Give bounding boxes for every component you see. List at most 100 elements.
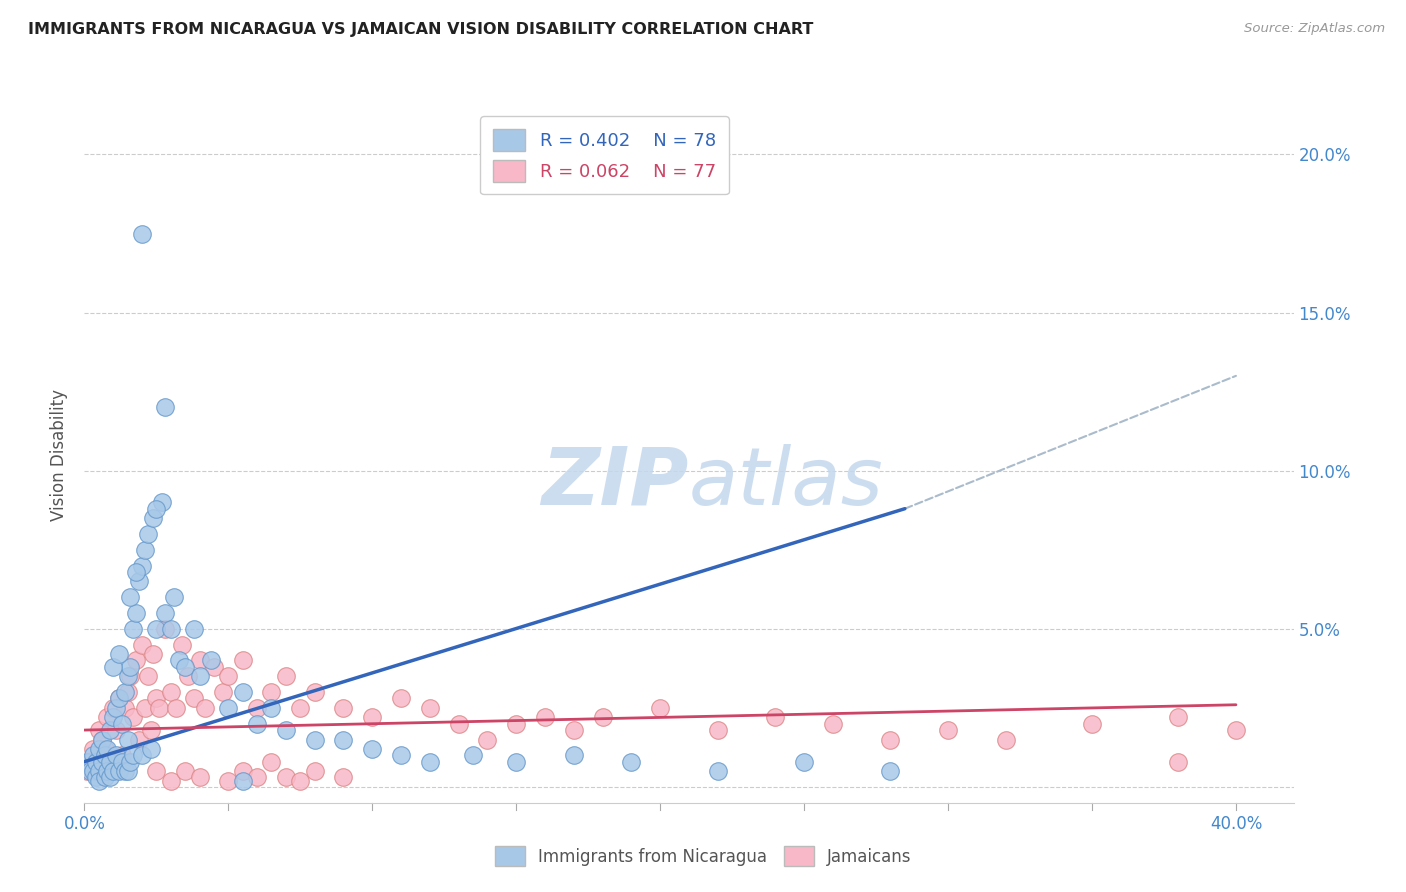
Point: [93, 771, 115, 785]
Point: [84, 764, 107, 779]
Point: [122, 748, 145, 763]
Point: [111, 748, 134, 763]
Point: [188, 771, 211, 785]
Point: [419, 755, 441, 769]
Point: [98, 755, 121, 769]
Point: [128, 732, 150, 747]
Legend: Immigrants from Nicaragua, Jamaicans: Immigrants from Nicaragua, Jamaicans: [486, 838, 920, 875]
Point: [290, 773, 312, 788]
Point: [936, 723, 959, 737]
Point: [145, 764, 167, 779]
Point: [169, 653, 191, 667]
Point: [217, 701, 239, 715]
Point: [821, 716, 844, 731]
Point: [332, 701, 354, 715]
Point: [232, 685, 254, 699]
Point: [217, 669, 239, 683]
Text: IMMIGRANTS FROM NICARAGUA VS JAMAICAN VISION DISABILITY CORRELATION CHART: IMMIGRANTS FROM NICARAGUA VS JAMAICAN VI…: [28, 22, 814, 37]
Point: [98, 723, 121, 737]
Point: [105, 748, 128, 763]
Point: [79, 755, 101, 769]
Point: [332, 771, 354, 785]
Point: [879, 732, 901, 747]
Point: [136, 527, 159, 541]
Point: [125, 653, 148, 667]
Point: [562, 723, 585, 737]
Point: [111, 755, 134, 769]
Point: [139, 723, 162, 737]
Point: [114, 685, 136, 699]
Point: [96, 710, 118, 724]
Point: [706, 764, 728, 779]
Point: [274, 669, 297, 683]
Point: [232, 653, 254, 667]
Point: [172, 638, 194, 652]
Point: [90, 755, 112, 769]
Point: [108, 647, 131, 661]
Point: [98, 755, 121, 769]
Point: [101, 710, 124, 724]
Point: [136, 669, 159, 683]
Point: [1225, 723, 1247, 737]
Point: [128, 574, 150, 589]
Point: [159, 622, 181, 636]
Point: [148, 701, 170, 715]
Point: [159, 685, 181, 699]
Point: [108, 764, 131, 779]
Point: [150, 495, 173, 509]
Point: [93, 748, 115, 763]
Point: [188, 669, 211, 683]
Point: [101, 660, 124, 674]
Point: [304, 685, 326, 699]
Point: [120, 591, 142, 605]
Point: [145, 622, 167, 636]
Point: [105, 701, 128, 715]
Point: [183, 622, 205, 636]
Point: [131, 227, 153, 241]
Point: [174, 764, 197, 779]
Point: [461, 748, 484, 763]
Point: [534, 710, 557, 724]
Point: [153, 606, 176, 620]
Point: [332, 732, 354, 747]
Point: [879, 764, 901, 779]
Point: [96, 742, 118, 756]
Point: [183, 691, 205, 706]
Point: [108, 691, 131, 706]
Point: [419, 701, 441, 715]
Point: [562, 748, 585, 763]
Point: [82, 742, 104, 756]
Point: [98, 771, 121, 785]
Point: [131, 558, 153, 573]
Point: [194, 701, 217, 715]
Point: [120, 669, 142, 683]
Point: [87, 723, 110, 737]
Point: [76, 764, 98, 779]
Point: [111, 716, 134, 731]
Point: [134, 701, 156, 715]
Point: [304, 732, 326, 747]
Point: [389, 691, 412, 706]
Point: [84, 755, 107, 769]
Point: [650, 701, 672, 715]
Point: [1167, 710, 1189, 724]
Point: [477, 732, 499, 747]
Point: [361, 710, 384, 724]
Point: [122, 710, 145, 724]
Point: [117, 669, 139, 683]
Point: [211, 685, 233, 699]
Point: [87, 742, 110, 756]
Point: [101, 764, 124, 779]
Point: [153, 622, 176, 636]
Point: [793, 755, 815, 769]
Point: [131, 748, 153, 763]
Point: [200, 653, 222, 667]
Point: [125, 565, 148, 579]
Point: [620, 755, 643, 769]
Point: [166, 701, 188, 715]
Point: [84, 771, 107, 785]
Point: [505, 716, 527, 731]
Y-axis label: Vision Disability: Vision Disability: [51, 389, 69, 521]
Point: [202, 660, 225, 674]
Point: [260, 755, 283, 769]
